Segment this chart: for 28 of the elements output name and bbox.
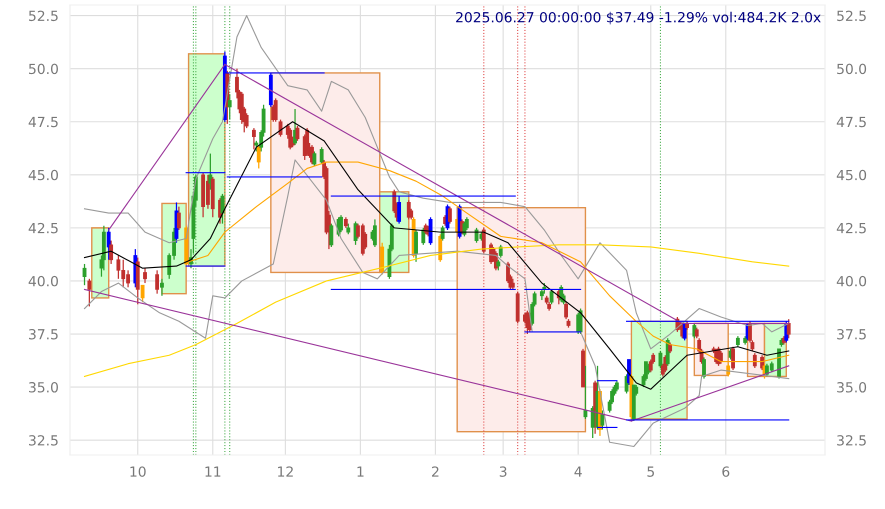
y-tick-label: 50.0 bbox=[29, 64, 58, 74]
y2-tick-label: 45.0 bbox=[836, 170, 866, 180]
y-tick-label: 35.0 bbox=[29, 382, 58, 393]
y2-tick-label: 40.0 bbox=[836, 276, 866, 286]
x-tick-label: 2 bbox=[432, 466, 438, 477]
x-tick-label: 12 bbox=[278, 466, 293, 477]
chart-title: 2025.06.27 00:00:00 $37.49 -1.29% vol:484.2K 2.0x bbox=[456, 12, 821, 24]
y-tick-label: 37.5 bbox=[29, 328, 58, 340]
y2-tick-label: 35.0 bbox=[837, 382, 866, 393]
x-tick-label: 10 bbox=[130, 466, 146, 477]
x-tick-label: 6 bbox=[722, 466, 730, 477]
x-tick-label: 4 bbox=[574, 466, 582, 477]
x-tick-label: 1 bbox=[357, 466, 364, 477]
x-tick-label: 5 bbox=[647, 466, 654, 477]
x-tick-label: 3 bbox=[500, 466, 506, 477]
y2-tick-label: 37.5 bbox=[837, 328, 866, 340]
y-tick-label: 45.0 bbox=[28, 170, 58, 180]
y2-tick-label: 50.0 bbox=[837, 64, 866, 74]
y-tick-label: 42.5 bbox=[28, 222, 58, 234]
y-tick-label: 52.5 bbox=[29, 10, 58, 22]
y-tick-label: 47.5 bbox=[28, 116, 58, 128]
y2-tick-label: 47.5 bbox=[836, 116, 866, 128]
y2-tick-label: 52.5 bbox=[837, 10, 866, 22]
x-tick-label: 11 bbox=[205, 466, 220, 477]
y-tick-label: 40.0 bbox=[28, 276, 58, 286]
y-tick-label: 32.5 bbox=[29, 435, 58, 446]
y2-tick-label: 32.5 bbox=[837, 435, 866, 446]
y2-tick-label: 42.5 bbox=[836, 222, 866, 234]
